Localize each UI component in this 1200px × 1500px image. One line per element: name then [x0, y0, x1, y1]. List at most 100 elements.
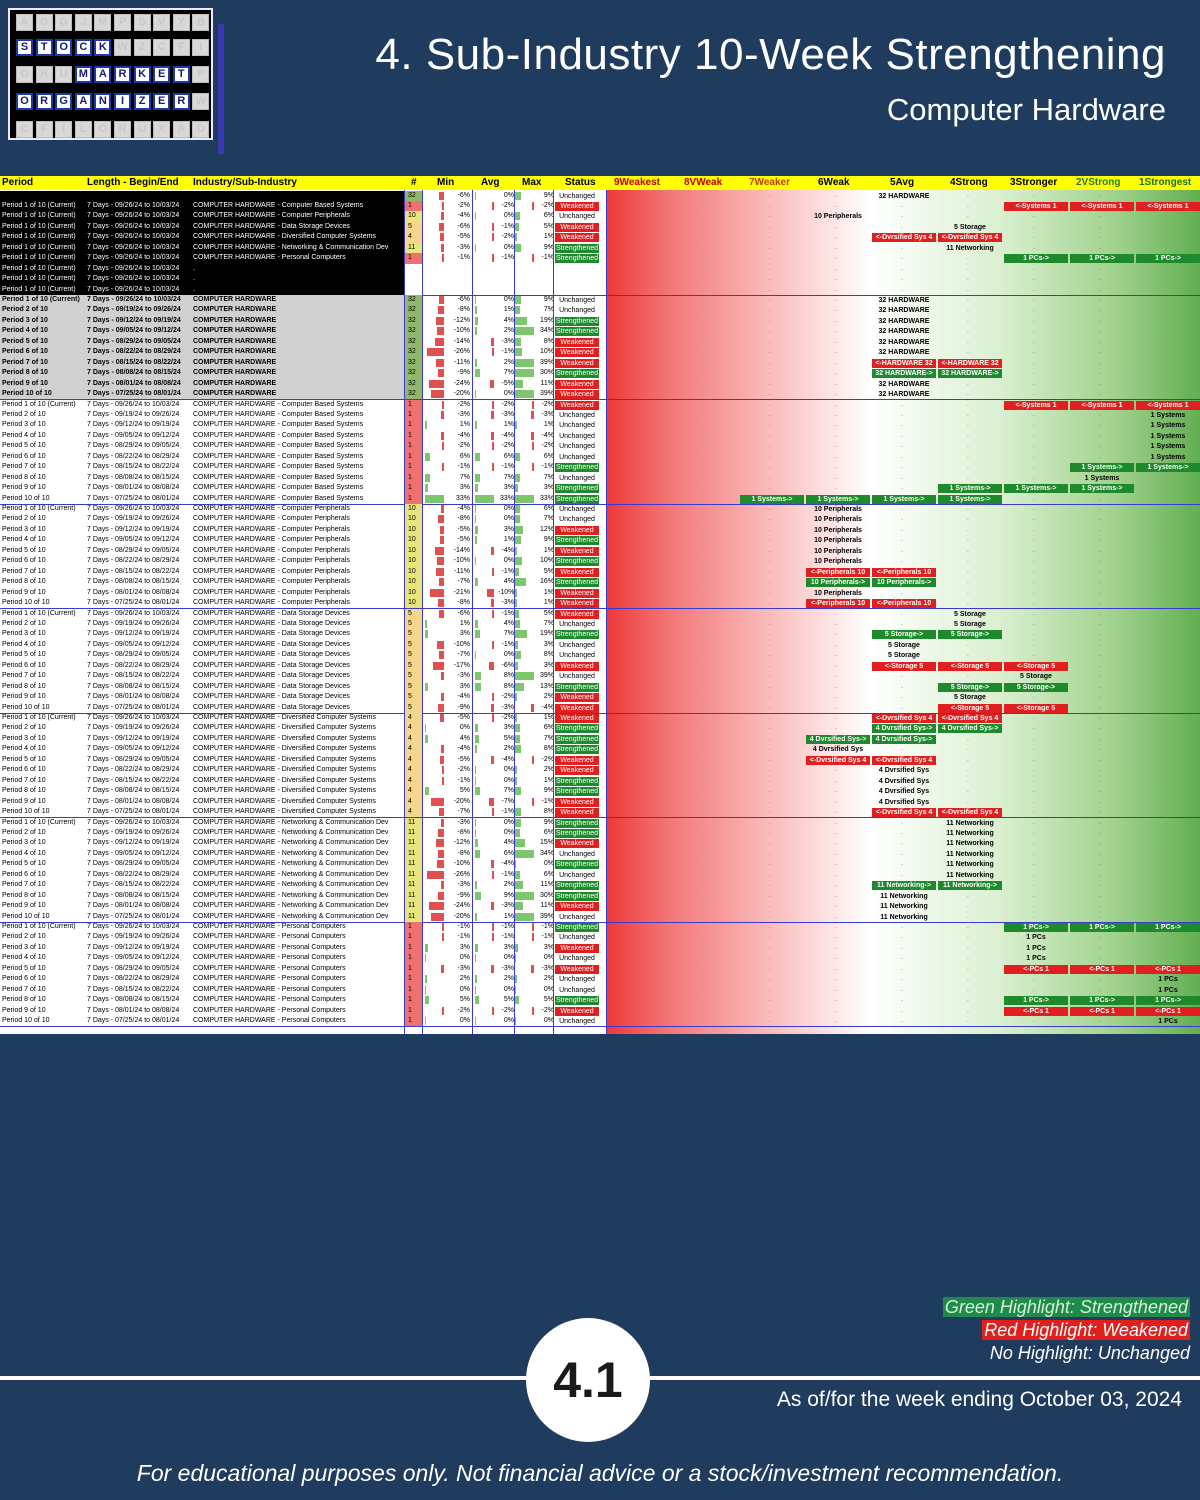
value-bar: [475, 505, 476, 513]
avg-cell: 0%: [503, 243, 514, 251]
value-bar: [515, 505, 520, 513]
value-bar: [425, 484, 428, 493]
empty-cell-dot: .: [1033, 870, 1035, 878]
empty-cell-dot: .: [703, 975, 705, 983]
empty-cell-dot: .: [1099, 1017, 1101, 1025]
period-cell: Period 9 of 10: [2, 484, 46, 492]
empty-cell-dot: .: [637, 734, 639, 742]
length-cell: 7 Days - 07/25/24 to 08/01/24: [87, 599, 180, 607]
max-cell: 13%: [540, 682, 555, 690]
empty-cell-dot: .: [703, 557, 705, 565]
status-cell: Unchanged: [559, 976, 595, 984]
avg-cell: 9%: [503, 891, 514, 899]
empty-cell-dot: .: [1165, 818, 1167, 826]
column-header: 9Weakest: [614, 177, 660, 188]
empty-cell-dot: .: [637, 275, 639, 283]
max-cell: 9%: [543, 296, 554, 303]
empty-cell-dot: .: [1099, 672, 1101, 680]
empty-cell-dot: .: [703, 515, 705, 523]
signal-cell: 1 Systems->: [740, 494, 804, 504]
empty-cell-dot: .: [637, 327, 639, 335]
min-cell: -4%: [457, 745, 470, 753]
empty-cell-dot: .: [703, 400, 705, 408]
avg-cell: 1%: [503, 421, 514, 429]
empty-cell-dot: .: [901, 525, 903, 533]
min-cell: -1%: [457, 776, 470, 784]
value-bar: [425, 724, 426, 733]
industry-cell: COMPUTER HARDWARE - Computer Peripherals: [193, 515, 350, 523]
industry-cell: COMPUTER HARDWARE - Computer Based Syste…: [193, 201, 364, 209]
empty-cell-dot: .: [1099, 421, 1101, 429]
value-bar: [438, 306, 444, 315]
empty-cell-dot: .: [967, 410, 969, 418]
max-cell: 30%: [540, 369, 555, 377]
signal-cell: 11 Networking: [946, 840, 994, 848]
length-cell: 7 Days - 07/25/24 to 08/01/24: [87, 703, 180, 711]
count-cell: 4: [408, 745, 412, 753]
period-cell: Period 1 of 10 (Current): [2, 505, 76, 512]
max-cell: 3%: [543, 661, 554, 669]
column-header: 8VWeak: [684, 177, 723, 188]
min-cell: -10%: [453, 557, 470, 565]
signal-cell: 1 PCs->: [1070, 996, 1134, 1006]
length-cell: 7 Days - 08/08/24 to 08/15/24: [87, 682, 180, 690]
empty-cell-dot: .: [637, 682, 639, 690]
max-cell: 6%: [543, 724, 554, 732]
max-cell: 3%: [543, 943, 554, 951]
max-cell: -4%: [541, 431, 554, 439]
count-cell: 32: [408, 306, 416, 314]
avg-cell: -1%: [501, 222, 514, 230]
logo-tile: B: [192, 14, 210, 31]
status-cell: Strengthened: [555, 630, 599, 640]
empty-cell-dot: .: [1099, 264, 1101, 272]
industry-cell: COMPUTER HARDWARE - Computer Peripherals: [193, 536, 350, 544]
empty-cell-dot: .: [769, 201, 771, 209]
length-cell: 7 Days - 08/01/24 to 08/08/24: [87, 797, 180, 805]
logo-tile: G: [55, 14, 73, 31]
empty-cell-dot: .: [1033, 588, 1035, 596]
max-cell: -1%: [541, 463, 554, 471]
empty-cell-dot: .: [769, 567, 771, 575]
industry-cell: COMPUTER HARDWARE - Networking & Communi…: [193, 818, 389, 826]
empty-cell-dot: .: [637, 484, 639, 492]
table-row: Period 5 of 10 7 Days - 08/29/24 to 09/05…: [0, 441, 1200, 452]
empty-cell-dot: .: [835, 400, 837, 408]
empty-cell-dot: .: [901, 1017, 903, 1025]
period-cell: Period 2 of 10: [2, 724, 46, 732]
period-cell: Period 8 of 10: [2, 578, 46, 586]
avg-cell: -3%: [501, 964, 514, 972]
empty-cell-dot: .: [1165, 243, 1167, 251]
count-cell: 11: [408, 881, 416, 889]
empty-cell-dot: .: [1033, 306, 1035, 314]
max-cell: 2%: [543, 693, 554, 701]
column-header: Status: [565, 177, 596, 188]
length-cell: 7 Days - 08/01/24 to 08/08/24: [87, 588, 180, 596]
value-bar: [515, 369, 534, 378]
value-bar: [515, 849, 534, 858]
empty-cell-dot: .: [967, 672, 969, 680]
industry-cell: COMPUTER HARDWARE - Personal Computers: [193, 964, 346, 972]
empty-cell-dot: .: [1033, 776, 1035, 784]
min-cell: 3%: [459, 943, 470, 951]
empty-cell-dot: .: [769, 651, 771, 659]
table-row: Period 2 of 10 7 Days - 09/19/24 to 09/26…: [0, 618, 1200, 630]
empty-cell-dot: .: [637, 933, 639, 941]
empty-cell-dot: .: [769, 285, 771, 293]
empty-cell-dot: .: [835, 222, 837, 230]
industry-cell: COMPUTER HARDWARE - Data Storage Devices: [193, 661, 350, 669]
logo-tile: Y: [172, 14, 190, 31]
empty-cell-dot: .: [703, 985, 705, 993]
signal-cell: 1 Systems->: [872, 494, 936, 504]
count-cell: 11: [408, 860, 416, 868]
empty-cell-dot: .: [703, 954, 705, 962]
empty-cell-dot: .: [835, 484, 837, 492]
min-cell: 1%: [459, 421, 470, 429]
empty-cell-dot: .: [637, 651, 639, 659]
empty-cell-dot: .: [703, 191, 705, 199]
empty-cell-dot: .: [637, 672, 639, 680]
empty-cell-dot: .: [637, 881, 639, 889]
group-separator: [0, 712, 1200, 714]
group-separator: [0, 817, 1200, 818]
empty-cell-dot: .: [703, 870, 705, 878]
column-header: 7Weaker: [749, 177, 790, 188]
